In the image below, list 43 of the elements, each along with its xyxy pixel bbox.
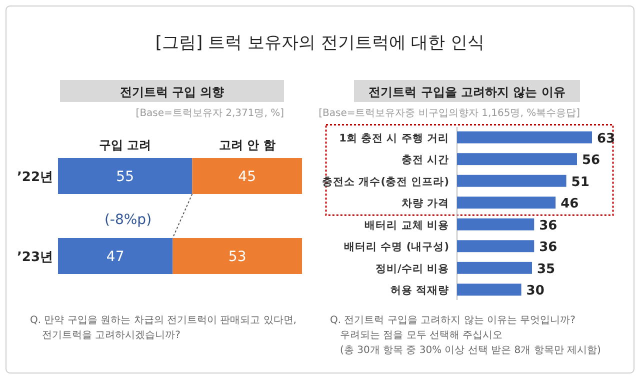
series-label: 구입 고려 — [99, 138, 152, 152]
data-label: 46 — [560, 196, 579, 212]
data-label: 51 — [571, 174, 590, 190]
bar — [457, 240, 534, 252]
y-tick-label: 배터리 수명 (내구성) — [344, 241, 449, 254]
y-tick-label: 1회 충전 시 주행 거리 — [339, 132, 449, 144]
bar — [457, 196, 556, 209]
chart-title: 전기트럭 구입을 고려하지 않는 이유 — [368, 85, 566, 99]
data-label: 56 — [582, 153, 600, 168]
chart-title: [그림] 트럭 보유자의 전기트럭에 대한 인식 — [155, 33, 485, 53]
annotation: (-8%p) — [104, 212, 152, 228]
y-tick-label: 정비/수리 비용 — [376, 262, 449, 275]
data-label: 36 — [539, 218, 558, 234]
y-tick-label: 차량 가격 — [401, 198, 449, 210]
bar — [457, 262, 532, 274]
y-tick-label: ’23년 — [16, 250, 53, 265]
data-label: 30 — [526, 284, 544, 299]
data-label: 47 — [106, 249, 124, 265]
bar — [457, 218, 534, 230]
text: Q. 만약 구입을 원하는 차급의 전기트럭이 판매되고 있다면, — [30, 315, 296, 326]
y-tick-label: 허용 적재량 — [390, 284, 449, 297]
text: 우려되는 점을 모두 선택해 주십시오 — [340, 330, 503, 341]
y-tick-label: 충전소 개수(충전 인프라) — [322, 176, 449, 188]
text: [Base=트럭보유자중 비구입의향자 1,165명, %복수응답] — [318, 108, 580, 119]
bar — [457, 284, 522, 296]
text: (총 30개 항목 중 30% 이상 선택 받은 8개 항목만 제시함) — [340, 345, 601, 356]
chart-subtitle: 전기트럭 구입 의향 — [120, 85, 224, 99]
bar — [457, 131, 592, 144]
data-label: 63 — [597, 131, 616, 146]
y-tick-label: 배터리 교체 비용 — [364, 219, 449, 232]
text: [Base=트럭보유자 2,371명, %] — [136, 108, 284, 119]
data-label: 55 — [116, 169, 134, 185]
data-label: 35 — [537, 262, 556, 277]
text: Q. 전기트럭 구입을 고려하지 않는 이유는 무엇입니까? — [330, 315, 576, 326]
bar — [457, 153, 577, 166]
y-tick-label: 충전 시간 — [401, 154, 449, 166]
text: 전기트럭을 고려하시겠습니까? — [42, 330, 180, 341]
data-label: 45 — [238, 169, 256, 185]
data-label: 36 — [539, 240, 558, 256]
data-label: 53 — [228, 249, 246, 265]
y-tick-label: ’22년 — [16, 170, 53, 185]
bar — [457, 174, 566, 187]
series-label: 고려 안 함 — [218, 138, 276, 152]
